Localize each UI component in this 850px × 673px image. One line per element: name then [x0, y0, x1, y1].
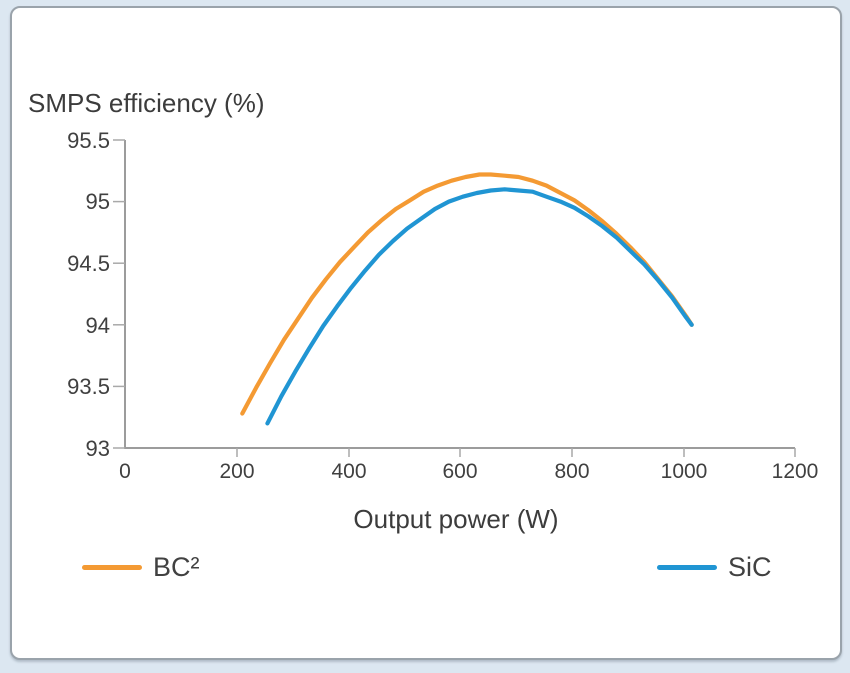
- x-tick-label: 1200: [772, 460, 819, 483]
- x-axis-title: Output power (W): [353, 504, 558, 534]
- x-tick-label: 400: [331, 460, 366, 483]
- x-tick-label: 0: [119, 460, 131, 483]
- axis-lines: [124, 140, 795, 449]
- y-axis-labels: 95.5 95 94.5 94 93.5 93: [67, 128, 110, 461]
- y-tick-label: 93.5: [67, 374, 110, 399]
- legend-label-sic: SiC: [728, 551, 772, 582]
- chart-card: [10, 6, 842, 660]
- y-tick-label: 95: [86, 189, 110, 214]
- series-sic-curve: [265, 187, 694, 426]
- series-bc2-curve: [240, 172, 694, 416]
- y-tick-label: 95.5: [67, 128, 110, 153]
- x-tick-label: 1000: [661, 460, 708, 483]
- y-tick-label: 93: [86, 436, 110, 461]
- x-tick-label: 600: [442, 460, 477, 483]
- y-tick-label: 94: [86, 313, 110, 338]
- legend-item-sic: SiC: [657, 549, 772, 585]
- legend-item-bc2: BC²: [82, 549, 200, 585]
- bc2-legend-line-swatch: [82, 564, 142, 570]
- chart-title: SMPS efficiency (%): [28, 88, 264, 118]
- y-axis-ticks: [113, 139, 125, 449]
- legend-label-bc2: BC²: [153, 551, 200, 582]
- y-tick-label: 94.5: [67, 251, 110, 276]
- sic-legend-line-swatch: [657, 564, 717, 570]
- x-tick-label: 800: [554, 460, 589, 483]
- x-tick-label: 200: [219, 460, 254, 483]
- x-axis-labels: 0 200 400 600 800 1000 1200: [119, 460, 818, 483]
- x-axis-ticks: [236, 448, 796, 457]
